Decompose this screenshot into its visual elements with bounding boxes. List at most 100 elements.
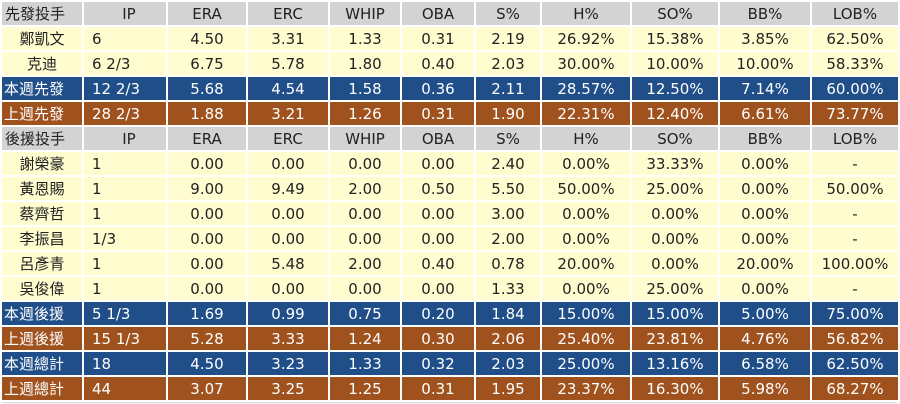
cell-erc: 4.54	[248, 77, 328, 100]
cell-s-pct: 2.00	[476, 227, 540, 250]
cell-era: 0.00	[168, 227, 246, 250]
cell-oba: 0.40	[402, 52, 474, 75]
cell-name: 謝榮豪	[2, 152, 82, 175]
cell-s-pct: 2.11	[476, 77, 540, 100]
cell-ip: 1	[84, 177, 166, 200]
cell-era: 0.00	[168, 277, 246, 300]
cell-ip: 15 1/3	[84, 327, 166, 350]
cell-lob-pct: 58.33%	[812, 52, 898, 75]
totals-last-week-row: 上週總計 44 3.07 3.25 1.25 0.31 1.95 23.37% 16.30% 5.…	[2, 377, 898, 400]
cell-lob-pct: 50.00%	[812, 177, 898, 200]
cell-s-pct: 0.78	[476, 252, 540, 275]
cell-era: 0.00	[168, 202, 246, 225]
cell-so-pct: 0.00%	[632, 252, 718, 275]
cell-name: 鄭凱文	[2, 27, 82, 50]
cell-so-pct: 15.00%	[632, 302, 718, 325]
cell-whip: 1.33	[330, 352, 400, 375]
cell-whip: 1.26	[330, 102, 400, 125]
header-era: ERA	[168, 2, 246, 25]
cell-oba: 0.30	[402, 327, 474, 350]
cell-era: 9.00	[168, 177, 246, 200]
cell-whip: 0.00	[330, 277, 400, 300]
cell-lob-pct: 73.77%	[812, 102, 898, 125]
cell-erc: 3.23	[248, 352, 328, 375]
cell-ip: 28 2/3	[84, 102, 166, 125]
cell-s-pct: 2.03	[476, 352, 540, 375]
cell-bb-pct: 0.00%	[720, 227, 810, 250]
header-lob-pct: LOB%	[812, 127, 898, 150]
cell-whip: 0.00	[330, 152, 400, 175]
cell-ip: 44	[84, 377, 166, 400]
cell-era: 5.28	[168, 327, 246, 350]
starter-row: 克迪 6 2/3 6.75 5.78 1.80 0.40 2.03 30.00% 10.00% 1…	[2, 52, 898, 75]
reliever-row: 李振昌 1/3 0.00 0.00 0.00 0.00 2.00 0.00% 0.00% 0.00…	[2, 227, 898, 250]
header-oba: OBA	[402, 127, 474, 150]
starters-last-week-row: 上週先發 28 2/3 1.88 3.21 1.26 0.31 1.90 22.31% 12.4…	[2, 102, 898, 125]
cell-erc: 3.21	[248, 102, 328, 125]
cell-era: 5.68	[168, 77, 246, 100]
cell-h-pct: 0.00%	[542, 202, 630, 225]
cell-era: 6.75	[168, 52, 246, 75]
cell-so-pct: 12.50%	[632, 77, 718, 100]
cell-so-pct: 33.33%	[632, 152, 718, 175]
cell-lob-pct: -	[812, 202, 898, 225]
cell-so-pct: 0.00%	[632, 227, 718, 250]
cell-h-pct: 0.00%	[542, 152, 630, 175]
reliever-row: 黃恩賜 1 9.00 9.49 2.00 0.50 5.50 50.00% 25.00% 0.00…	[2, 177, 898, 200]
relievers-this-week-row: 本週後援 5 1/3 1.69 0.99 0.75 0.20 1.84 15.00% 15.00…	[2, 302, 898, 325]
cell-s-pct: 1.33	[476, 277, 540, 300]
cell-oba: 0.00	[402, 152, 474, 175]
cell-h-pct: 15.00%	[542, 302, 630, 325]
cell-s-pct: 2.03	[476, 52, 540, 75]
header-so-pct: SO%	[632, 2, 718, 25]
cell-ip: 5 1/3	[84, 302, 166, 325]
cell-oba: 0.31	[402, 377, 474, 400]
cell-oba: 0.20	[402, 302, 474, 325]
header-whip: WHIP	[330, 127, 400, 150]
cell-erc: 5.48	[248, 252, 328, 275]
cell-so-pct: 23.81%	[632, 327, 718, 350]
cell-lob-pct: 62.50%	[812, 27, 898, 50]
cell-ip: 6	[84, 27, 166, 50]
header-so-pct: SO%	[632, 127, 718, 150]
header-h-pct: H%	[542, 127, 630, 150]
reliever-row: 蔡齊哲 1 0.00 0.00 0.00 0.00 3.00 0.00% 0.00% 0.00% -	[2, 202, 898, 225]
cell-h-pct: 28.57%	[542, 77, 630, 100]
cell-bb-pct: 0.00%	[720, 177, 810, 200]
cell-oba: 0.31	[402, 27, 474, 50]
cell-erc: 0.00	[248, 227, 328, 250]
cell-s-pct: 5.50	[476, 177, 540, 200]
cell-h-pct: 25.00%	[542, 352, 630, 375]
cell-s-pct: 1.90	[476, 102, 540, 125]
cell-name: 李振昌	[2, 227, 82, 250]
cell-lob-pct: 62.50%	[812, 352, 898, 375]
header-name: 先發投手	[2, 2, 82, 25]
cell-ip: 12 2/3	[84, 77, 166, 100]
cell-s-pct: 1.95	[476, 377, 540, 400]
cell-h-pct: 20.00%	[542, 252, 630, 275]
cell-name: 黃恩賜	[2, 177, 82, 200]
relievers-header-row: 後援投手 IP ERA ERC WHIP OBA S% H% SO% BB% LOB%	[2, 127, 898, 150]
cell-name: 克迪	[2, 52, 82, 75]
header-bb-pct: BB%	[720, 127, 810, 150]
cell-era: 4.50	[168, 352, 246, 375]
cell-name: 上週總計	[2, 377, 82, 400]
cell-so-pct: 0.00%	[632, 202, 718, 225]
cell-era: 4.50	[168, 27, 246, 50]
cell-name: 上週後援	[2, 327, 82, 350]
cell-whip: 0.00	[330, 202, 400, 225]
cell-oba: 0.40	[402, 252, 474, 275]
header-era: ERA	[168, 127, 246, 150]
cell-whip: 2.00	[330, 177, 400, 200]
cell-oba: 0.36	[402, 77, 474, 100]
cell-bb-pct: 5.98%	[720, 377, 810, 400]
cell-lob-pct: -	[812, 277, 898, 300]
cell-h-pct: 23.37%	[542, 377, 630, 400]
cell-h-pct: 26.92%	[542, 27, 630, 50]
cell-h-pct: 30.00%	[542, 52, 630, 75]
reliever-row: 呂彥青 1 0.00 5.48 2.00 0.40 0.78 20.00% 0.00% 20.00…	[2, 252, 898, 275]
cell-s-pct: 2.40	[476, 152, 540, 175]
cell-so-pct: 16.30%	[632, 377, 718, 400]
cell-erc: 3.31	[248, 27, 328, 50]
cell-name: 本週後援	[2, 302, 82, 325]
